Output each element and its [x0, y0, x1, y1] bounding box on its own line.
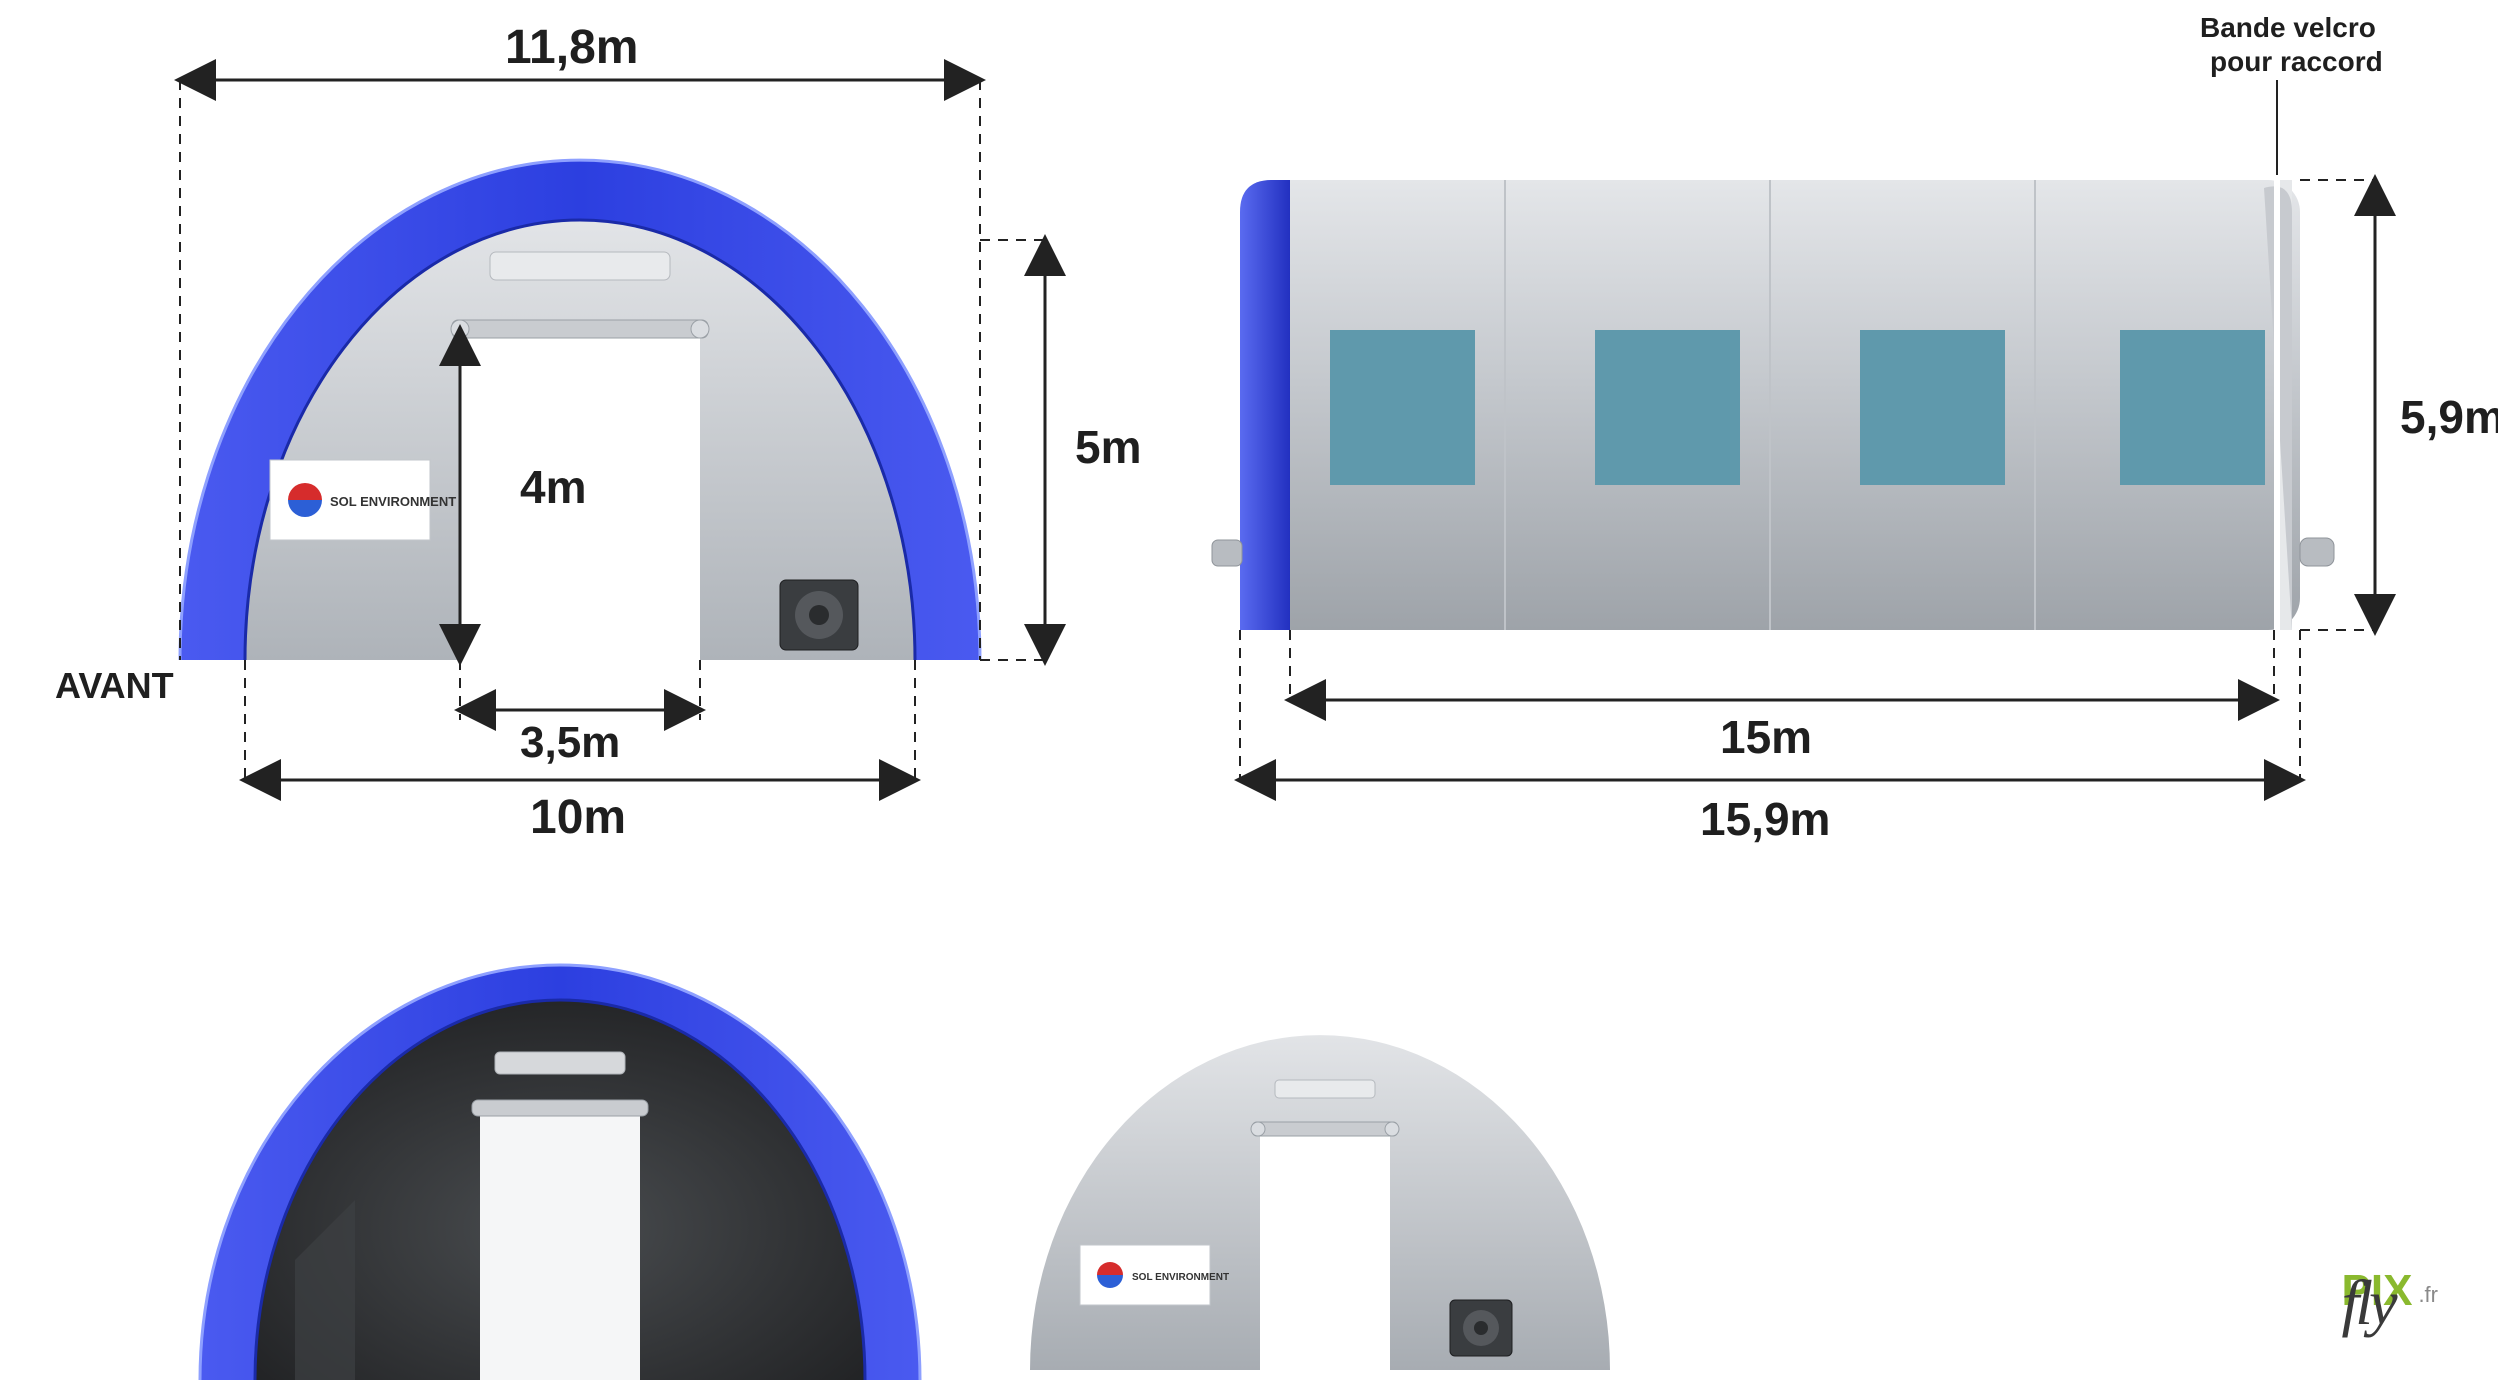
dim-front-inner-width: 10m — [530, 790, 626, 845]
svg-text:SOL ENVIRONMENT: SOL ENVIRONMENT — [330, 494, 456, 509]
dim-side-outer-length: 15,9m — [1700, 792, 1830, 846]
label-avant: AVANT — [55, 665, 174, 707]
svg-text:SOL ENVIRONMENT: SOL ENVIRONMENT — [1132, 1272, 1229, 1283]
dim-side-height: 5,9m — [2400, 390, 2498, 444]
dim-front-door-height: 4m — [520, 460, 586, 514]
dim-side-inner-length: 15m — [1720, 710, 1812, 764]
logo-panel: SOL ENVIRONMENT — [270, 460, 456, 540]
side-view-svg — [1160, 40, 2480, 840]
back-closed-svg: SOL ENVIRONMENT — [1000, 1010, 1640, 1370]
brand-fly: fly — [2342, 1266, 2394, 1340]
callout-velcro-2: pour raccord — [2210, 46, 2383, 78]
dim-front-outer-width: 11,8m — [505, 20, 638, 75]
brand-logo: fly PIX .fr — [2342, 1266, 2438, 1316]
dim-front-door-width: 3,5m — [520, 718, 620, 768]
back-open-svg — [150, 960, 970, 1380]
brand-tld: .fr — [2418, 1282, 2438, 1316]
callout-velcro-1: Bande velcro — [2200, 12, 2376, 44]
dim-front-wall-height: 5m — [1075, 420, 1141, 474]
front-view-svg: SOL ENVIRONMENT — [40, 20, 1120, 840]
